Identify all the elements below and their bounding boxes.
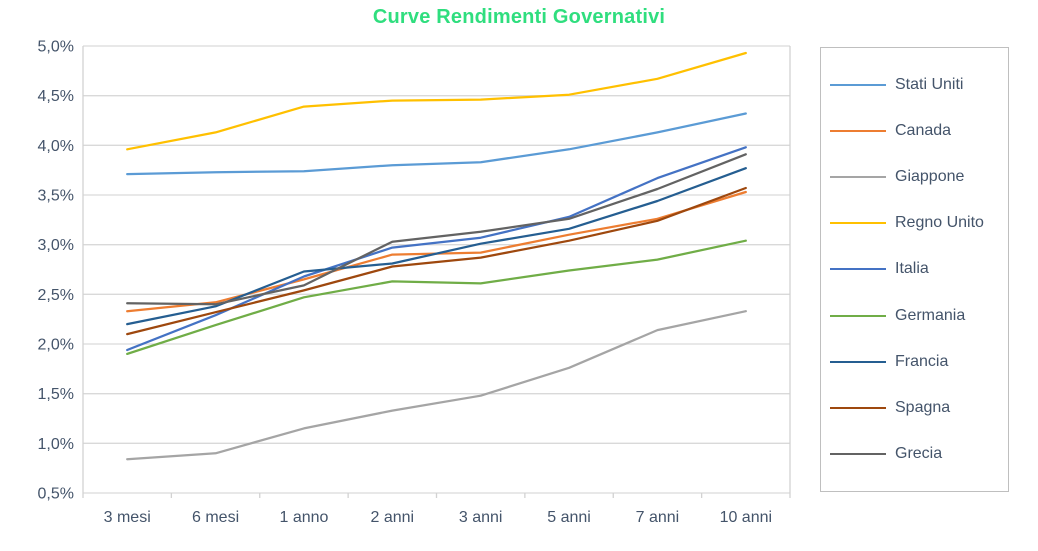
x-tick-label: 3 anni <box>459 509 503 526</box>
y-tick-label: 3,0% <box>38 237 74 254</box>
x-tick-label: 5 anni <box>547 509 591 526</box>
x-tick-label: 6 mesi <box>192 509 239 526</box>
series-line-grecia[interactable] <box>126 153 747 306</box>
legend-item-italia[interactable]: Italia <box>821 260 1008 278</box>
legend-label: Italia <box>895 260 929 278</box>
legend-swatch-spagna <box>830 406 886 409</box>
legend-label: Giappone <box>895 168 965 186</box>
series-line-germania[interactable] <box>126 239 747 356</box>
chart-title: Curve Rendimenti Governativi <box>372 6 666 28</box>
legend-label: Stati Uniti <box>895 76 964 94</box>
legend-label: Spagna <box>895 398 951 416</box>
legend-swatch-giappone <box>830 176 886 179</box>
legend-label: Francia <box>895 352 949 370</box>
legend-swatch-francia <box>830 360 886 363</box>
legend-item-germania[interactable]: Germania <box>821 307 1008 325</box>
plot-area: 0,5% 1,0% 1,5% 2,0% 2,5% 3,0% 3,5% 4,0% 4,5% 5,0%… <box>38 39 791 526</box>
legend-item-grecia[interactable]: Grecia <box>821 445 1008 463</box>
legend-swatch-germania <box>830 314 886 317</box>
y-tick-label: 2,5% <box>38 287 74 304</box>
series-line-canada[interactable] <box>126 190 747 313</box>
y-tick-label: 5,0% <box>38 39 74 56</box>
series-line-stati-uniti[interactable] <box>126 112 747 176</box>
legend-item-francia[interactable]: Francia <box>821 353 1008 371</box>
x-tick-label: 2 anni <box>371 509 415 526</box>
legend-item-regno-unito[interactable]: Regno Unito <box>821 214 1008 232</box>
y-tick-label: 3,5% <box>38 188 74 205</box>
legend-swatch-regno-unito <box>830 222 886 225</box>
x-tick-label: 10 anni <box>720 509 773 526</box>
legend-label: Canada <box>895 122 952 140</box>
series-line-regno-unito[interactable] <box>126 51 747 151</box>
legend-label: Grecia <box>895 444 943 462</box>
legend-item-spagna[interactable]: Spagna <box>821 399 1008 417</box>
legend-label: Regno Unito <box>895 214 984 232</box>
legend-item-stati-uniti[interactable]: Stati Uniti <box>821 76 1008 94</box>
legend-swatch-grecia <box>830 452 886 455</box>
series-line-italia[interactable] <box>126 146 747 352</box>
y-tick-label: 4,0% <box>38 138 74 155</box>
legend-swatch-italia <box>830 268 886 271</box>
x-tick-label: 7 anni <box>636 509 680 526</box>
legend-item-canada[interactable]: Canada <box>821 122 1008 140</box>
series-line-spagna[interactable] <box>126 186 747 336</box>
chart-legend: Stati Uniti Canada Giappone Regno Unito Ital… <box>820 47 1009 492</box>
y-tick-label: 1,5% <box>38 386 74 403</box>
y-tick-label: 1,0% <box>38 436 74 453</box>
x-tick-label: 1 anno <box>279 509 328 526</box>
legend-swatch-canada <box>830 130 886 133</box>
legend-swatch-stati-uniti <box>830 84 886 87</box>
y-tick-label: 0,5% <box>38 486 74 503</box>
series-line-giappone[interactable] <box>126 310 747 461</box>
y-tick-label: 4,5% <box>38 88 74 105</box>
y-tick-label: 2,0% <box>38 337 74 354</box>
legend-label: Germania <box>895 306 966 324</box>
legend-item-giappone[interactable]: Giappone <box>821 168 1008 186</box>
x-tick-label: 3 mesi <box>104 509 151 526</box>
